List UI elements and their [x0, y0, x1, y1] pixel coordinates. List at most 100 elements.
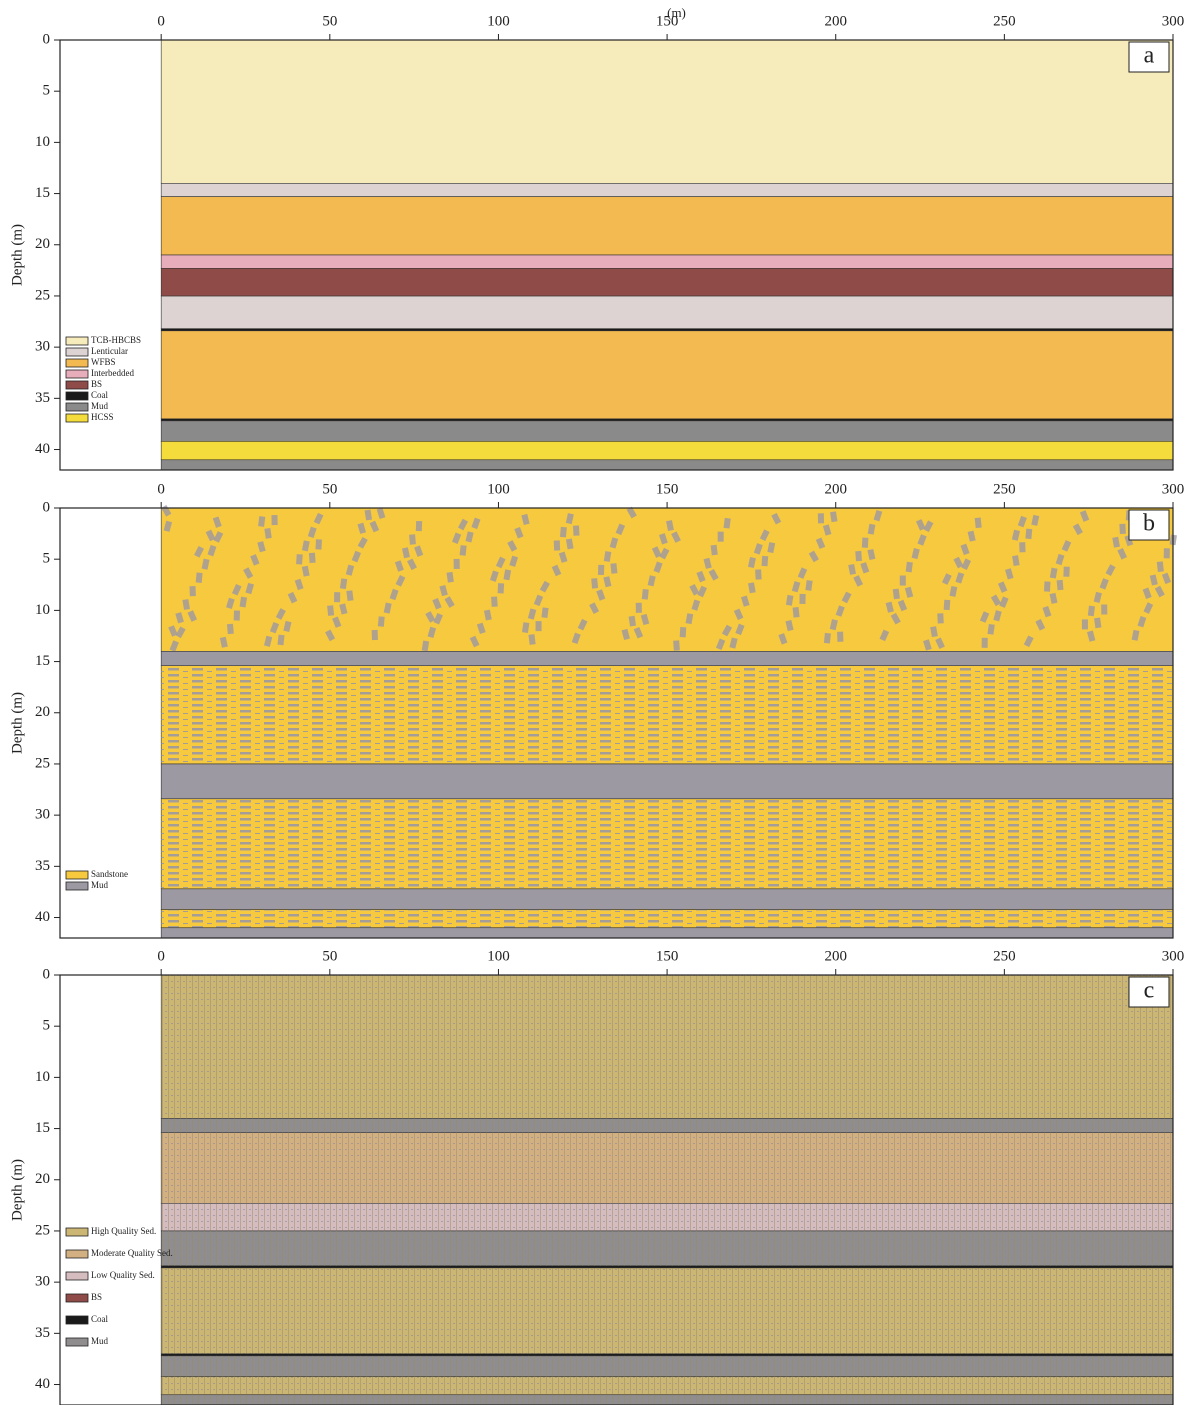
texture [427, 626, 437, 639]
x-tick-label: 100 [487, 948, 510, 964]
texture [161, 1355, 1173, 1377]
texture [571, 632, 581, 645]
texture [835, 605, 845, 617]
panel-label: b [1143, 511, 1155, 537]
texture [226, 597, 235, 610]
y-tick-label: 20 [35, 1171, 50, 1187]
y-tick-label: 10 [35, 1069, 50, 1085]
x-tick-label: 250 [993, 948, 1016, 964]
texture [401, 547, 410, 559]
texture [1142, 587, 1152, 599]
texture [917, 534, 927, 546]
layer [160, 651, 1174, 666]
texture [483, 609, 492, 621]
texture [626, 506, 637, 519]
texture [245, 582, 254, 595]
texture [307, 526, 317, 538]
legend-swatch [65, 380, 89, 390]
texture [275, 608, 286, 620]
texture [792, 607, 800, 618]
texture [287, 591, 298, 604]
x-tick-label: 250 [993, 481, 1016, 497]
texture [269, 621, 280, 634]
y-tick-label: 5 [43, 83, 51, 99]
texture [327, 605, 335, 616]
texture [621, 628, 630, 641]
x-tick-label: 50 [322, 481, 337, 497]
legend-label: BS [91, 379, 102, 389]
texture [685, 613, 694, 625]
texture [1143, 602, 1154, 614]
texture [1131, 629, 1140, 641]
texture [805, 580, 813, 591]
texture [459, 545, 467, 556]
texture [231, 583, 242, 596]
y-tick-label: 20 [35, 704, 50, 720]
texture [325, 629, 336, 642]
texture [346, 590, 354, 601]
texture [433, 612, 443, 625]
legend-swatch [65, 358, 89, 368]
legend-swatch [65, 870, 89, 880]
y-tick-label: 30 [35, 1274, 50, 1290]
texture [911, 547, 920, 560]
texture [168, 625, 178, 637]
texture [539, 580, 550, 593]
texture [301, 540, 310, 552]
texture [717, 531, 724, 542]
texture [213, 531, 224, 543]
y-tick-label: 35 [35, 390, 50, 406]
panel-label-box [1128, 976, 1170, 1008]
x-tick-label: 200 [824, 13, 847, 29]
y-tick-label: 10 [35, 134, 50, 150]
texture [277, 634, 285, 646]
legend-label: Interbedded [91, 368, 134, 378]
texture [609, 537, 619, 549]
texture [848, 563, 857, 575]
texture [383, 602, 392, 614]
legend-swatch [65, 402, 89, 412]
texture [1061, 540, 1072, 552]
texture [495, 556, 506, 569]
texture [596, 589, 606, 601]
texture [591, 578, 599, 589]
legend-label: High Quality Sed. [91, 1226, 156, 1236]
texture [1056, 579, 1064, 591]
texture [535, 621, 542, 632]
texture [697, 585, 707, 598]
texture [997, 581, 1008, 593]
texture [491, 596, 498, 607]
y-tick-label: 0 [43, 499, 51, 515]
texture [301, 565, 310, 577]
texture [904, 586, 914, 598]
texture [345, 564, 355, 576]
panel: 0 50 100 150 200 250 300 0 5 10 15 20 25 30 35 40 Depth … [9, 948, 1184, 1406]
texture [797, 567, 808, 579]
texture [551, 564, 562, 577]
texture [189, 586, 196, 597]
x-tick-label: 150 [656, 948, 679, 964]
texture [250, 554, 260, 566]
texture [471, 517, 481, 530]
texture [822, 524, 832, 536]
legend-label: Lenticular [91, 346, 128, 356]
texture [161, 1230, 1173, 1266]
texture [476, 622, 486, 634]
texture [1063, 566, 1070, 577]
texture [528, 634, 536, 645]
texture [395, 575, 406, 587]
texture [1023, 635, 1034, 648]
x-tick-label: 0 [157, 948, 165, 964]
texture [640, 613, 650, 626]
texture [161, 1118, 1173, 1133]
texture [394, 560, 404, 572]
texture [161, 1132, 1173, 1204]
frame [59, 39, 1174, 471]
texture [1042, 605, 1052, 618]
y-tick-label: 40 [35, 441, 50, 457]
texture [633, 626, 644, 639]
texture [999, 596, 1009, 608]
layer [160, 441, 1174, 461]
texture [923, 520, 934, 533]
legend-swatch [65, 347, 89, 357]
